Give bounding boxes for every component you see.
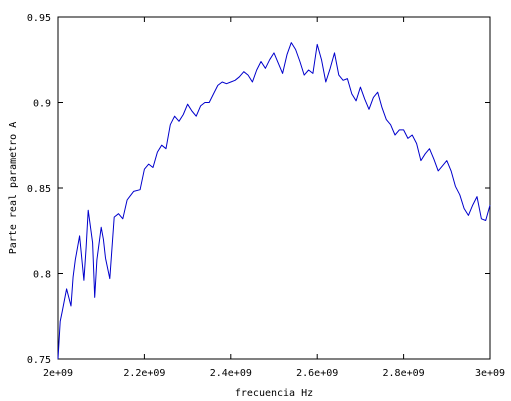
y-tick-label: 0.85 bbox=[27, 184, 51, 195]
series-layer bbox=[58, 43, 490, 359]
y-tick-label: 0.9 bbox=[33, 99, 51, 110]
series-line bbox=[58, 43, 490, 359]
x-axis-label: frecuencia Hz bbox=[235, 388, 313, 399]
x-tick-label: 2.6e+09 bbox=[296, 368, 338, 379]
y-axis-label: Parte real parametro A bbox=[8, 122, 19, 254]
x-tick-label: 3e+09 bbox=[475, 368, 505, 379]
x-tick-label: 2.2e+09 bbox=[123, 368, 165, 379]
y-tick-label: 0.75 bbox=[27, 355, 51, 366]
y-tick-label: 0.95 bbox=[27, 13, 51, 24]
x-tick-label: 2.4e+09 bbox=[210, 368, 252, 379]
x-tick-label: 2.8e+09 bbox=[383, 368, 425, 379]
x-axis: 2e+09 2.2e+09 2.4e+09 2.6e+09 2.8e+09 3e+09 bbox=[43, 17, 505, 379]
x-tick-label: 2e+09 bbox=[43, 368, 73, 379]
y-tick-label: 0.8 bbox=[33, 270, 51, 281]
plot-frame bbox=[58, 17, 490, 359]
